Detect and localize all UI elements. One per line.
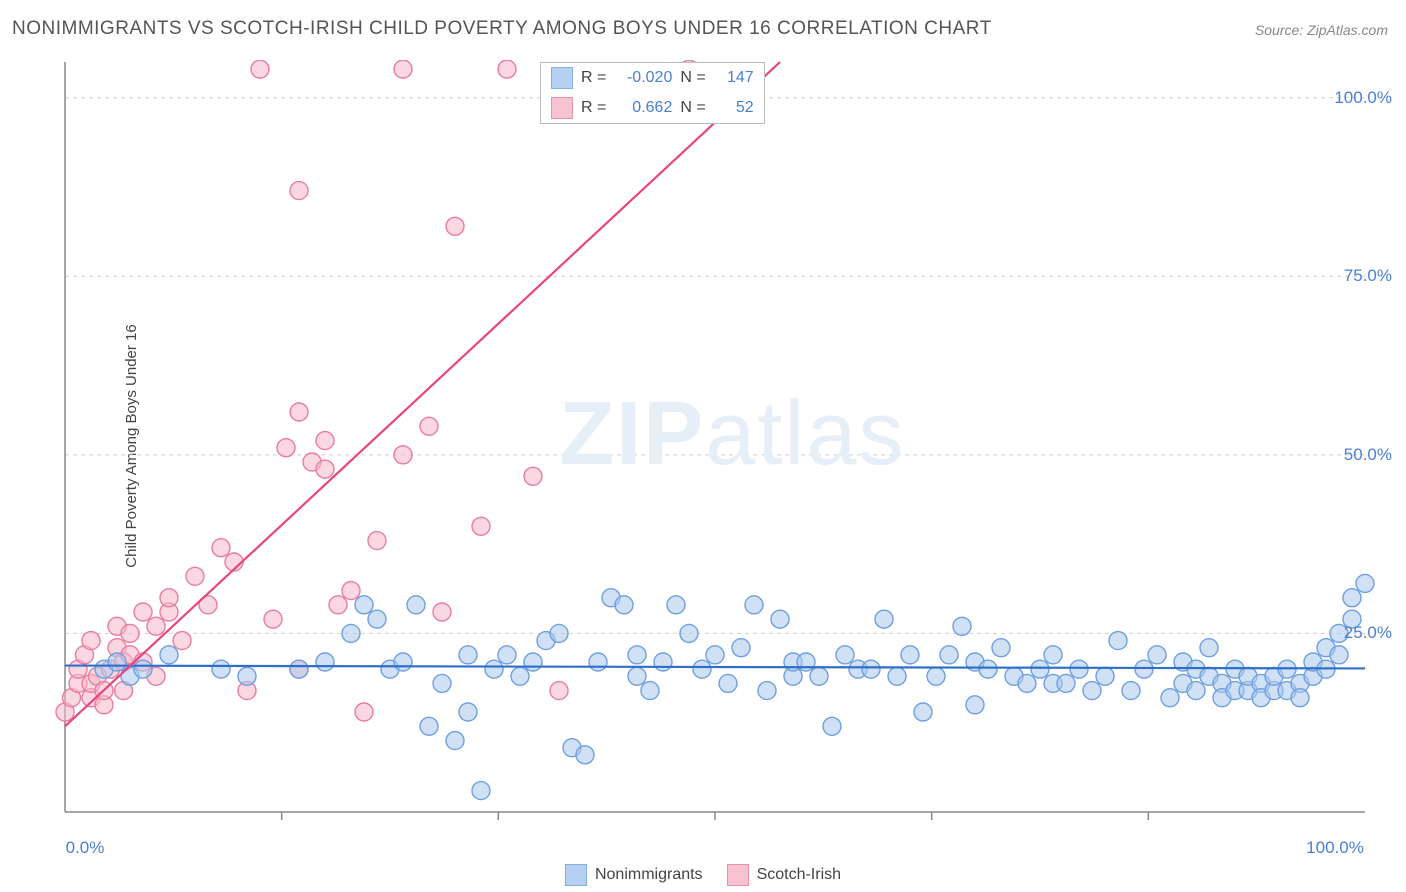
- y-tick-label: 100.0%: [1334, 88, 1392, 108]
- source-attribution: Source: ZipAtlas.com: [1255, 22, 1388, 38]
- stat-r-label: R =: [581, 69, 606, 87]
- stats-row-nonimmigrants: R = -0.020 N = 147: [541, 63, 764, 93]
- stat-n-value: 52: [714, 99, 754, 117]
- bottom-legend: Nonimmigrants Scotch-Irish: [565, 864, 841, 886]
- legend-item-nonimmigrants: Nonimmigrants: [565, 864, 703, 886]
- y-tick-label: 75.0%: [1344, 266, 1392, 286]
- x-tick-label: 0.0%: [66, 838, 105, 858]
- y-tick-label: 25.0%: [1344, 623, 1392, 643]
- stat-n-value: 147: [714, 69, 754, 87]
- legend-swatch-nonimmigrants: [565, 864, 587, 886]
- stats-row-scotch-irish: R = 0.662 N = 52: [541, 93, 764, 123]
- y-tick-label: 50.0%: [1344, 445, 1392, 465]
- legend-item-scotch-irish: Scotch-Irish: [727, 864, 841, 886]
- stat-r-value: 0.662: [614, 99, 672, 117]
- legend-label: Scotch-Irish: [757, 866, 841, 884]
- swatch-scotch-irish: [551, 97, 573, 119]
- legend-swatch-scotch-irish: [727, 864, 749, 886]
- chart-title: NONIMMIGRANTS VS SCOTCH-IRISH CHILD POVE…: [12, 18, 992, 40]
- swatch-nonimmigrants: [551, 67, 573, 89]
- correlation-chart: NONIMMIGRANTS VS SCOTCH-IRISH CHILD POVE…: [0, 0, 1406, 892]
- plot-area: ZIPatlas: [55, 60, 1375, 830]
- legend-label: Nonimmigrants: [595, 866, 703, 884]
- scatter-plot-svg: [55, 60, 1375, 830]
- stats-panel: R = -0.020 N = 147 R = 0.662 N = 52: [540, 62, 765, 124]
- stat-n-label: N =: [680, 69, 705, 87]
- stat-n-label: N =: [680, 99, 705, 117]
- x-tick-label: 100.0%: [1306, 838, 1364, 858]
- stat-r-label: R =: [581, 99, 606, 117]
- stat-r-value: -0.020: [614, 69, 672, 87]
